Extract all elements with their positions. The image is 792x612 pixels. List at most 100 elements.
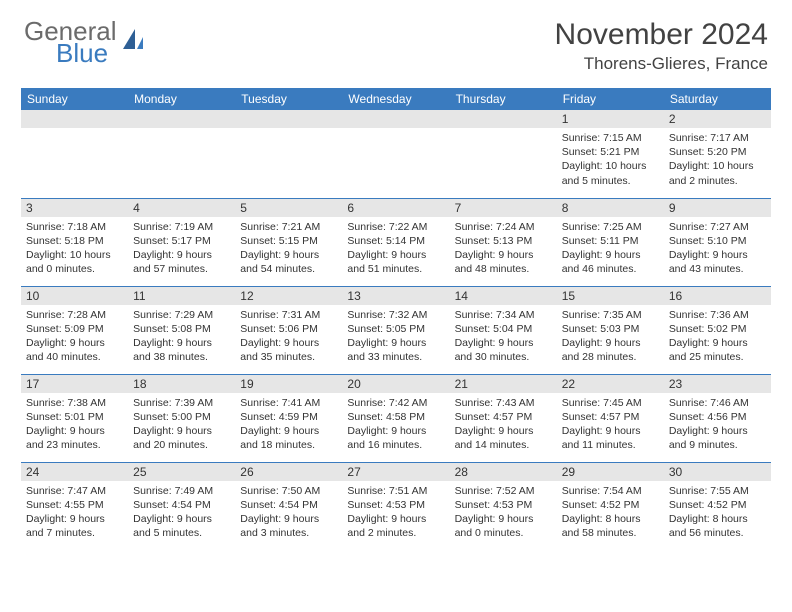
page-header: General Blue November 2024 Thorens-Glier… bbox=[0, 0, 792, 82]
daylight-text: Daylight: 9 hours and 38 minutes. bbox=[133, 336, 230, 364]
day-number: 3 bbox=[21, 199, 128, 217]
month-title: November 2024 bbox=[555, 18, 768, 52]
sunrise-text: Sunrise: 7:47 AM bbox=[26, 484, 123, 498]
calendar-cell: 8Sunrise: 7:25 AMSunset: 5:11 PMDaylight… bbox=[557, 198, 664, 286]
day-number: 27 bbox=[342, 463, 449, 481]
sunrise-text: Sunrise: 7:22 AM bbox=[347, 220, 444, 234]
day-info: Sunrise: 7:52 AMSunset: 4:53 PMDaylight:… bbox=[450, 481, 557, 545]
daylight-text: Daylight: 9 hours and 51 minutes. bbox=[347, 248, 444, 276]
sunrise-text: Sunrise: 7:17 AM bbox=[669, 131, 766, 145]
day-info: Sunrise: 7:36 AMSunset: 5:02 PMDaylight:… bbox=[664, 305, 771, 369]
sunset-text: Sunset: 4:58 PM bbox=[347, 410, 444, 424]
sunset-text: Sunset: 5:01 PM bbox=[26, 410, 123, 424]
daylight-text: Daylight: 9 hours and 30 minutes. bbox=[455, 336, 552, 364]
day-info: Sunrise: 7:50 AMSunset: 4:54 PMDaylight:… bbox=[235, 481, 342, 545]
sunset-text: Sunset: 5:03 PM bbox=[562, 322, 659, 336]
calendar-cell: 24Sunrise: 7:47 AMSunset: 4:55 PMDayligh… bbox=[21, 462, 128, 550]
sunset-text: Sunset: 5:21 PM bbox=[562, 145, 659, 159]
day-number: 13 bbox=[342, 287, 449, 305]
sunset-text: Sunset: 5:04 PM bbox=[455, 322, 552, 336]
calendar-cell: 4Sunrise: 7:19 AMSunset: 5:17 PMDaylight… bbox=[128, 198, 235, 286]
day-number: 23 bbox=[664, 375, 771, 393]
sunrise-text: Sunrise: 7:50 AM bbox=[240, 484, 337, 498]
day-info: Sunrise: 7:21 AMSunset: 5:15 PMDaylight:… bbox=[235, 217, 342, 281]
daylight-text: Daylight: 9 hours and 35 minutes. bbox=[240, 336, 337, 364]
sunrise-text: Sunrise: 7:25 AM bbox=[562, 220, 659, 234]
calendar-cell: 18Sunrise: 7:39 AMSunset: 5:00 PMDayligh… bbox=[128, 374, 235, 462]
daylight-text: Daylight: 9 hours and 16 minutes. bbox=[347, 424, 444, 452]
calendar-cell: 16Sunrise: 7:36 AMSunset: 5:02 PMDayligh… bbox=[664, 286, 771, 374]
day-info: Sunrise: 7:22 AMSunset: 5:14 PMDaylight:… bbox=[342, 217, 449, 281]
day-number: 9 bbox=[664, 199, 771, 217]
day-info: Sunrise: 7:32 AMSunset: 5:05 PMDaylight:… bbox=[342, 305, 449, 369]
day-number: 2 bbox=[664, 110, 771, 128]
sunrise-text: Sunrise: 7:55 AM bbox=[669, 484, 766, 498]
sunrise-text: Sunrise: 7:32 AM bbox=[347, 308, 444, 322]
day-info: Sunrise: 7:19 AMSunset: 5:17 PMDaylight:… bbox=[128, 217, 235, 281]
calendar-cell bbox=[21, 110, 128, 198]
day-number bbox=[235, 110, 342, 128]
calendar-row: 3Sunrise: 7:18 AMSunset: 5:18 PMDaylight… bbox=[21, 198, 771, 286]
calendar-cell: 29Sunrise: 7:54 AMSunset: 4:52 PMDayligh… bbox=[557, 462, 664, 550]
calendar-cell: 9Sunrise: 7:27 AMSunset: 5:10 PMDaylight… bbox=[664, 198, 771, 286]
calendar-cell bbox=[235, 110, 342, 198]
brand-sub: Blue bbox=[56, 40, 117, 66]
calendar-cell: 20Sunrise: 7:42 AMSunset: 4:58 PMDayligh… bbox=[342, 374, 449, 462]
day-number: 11 bbox=[128, 287, 235, 305]
day-info: Sunrise: 7:28 AMSunset: 5:09 PMDaylight:… bbox=[21, 305, 128, 369]
sunrise-text: Sunrise: 7:42 AM bbox=[347, 396, 444, 410]
day-info: Sunrise: 7:43 AMSunset: 4:57 PMDaylight:… bbox=[450, 393, 557, 457]
sunrise-text: Sunrise: 7:27 AM bbox=[669, 220, 766, 234]
day-number: 16 bbox=[664, 287, 771, 305]
sunset-text: Sunset: 5:05 PM bbox=[347, 322, 444, 336]
day-number bbox=[21, 110, 128, 128]
calendar-cell: 1Sunrise: 7:15 AMSunset: 5:21 PMDaylight… bbox=[557, 110, 664, 198]
calendar-cell: 22Sunrise: 7:45 AMSunset: 4:57 PMDayligh… bbox=[557, 374, 664, 462]
sunrise-text: Sunrise: 7:49 AM bbox=[133, 484, 230, 498]
brand-logo: General Blue bbox=[24, 18, 147, 66]
sunset-text: Sunset: 4:53 PM bbox=[347, 498, 444, 512]
calendar-row: 17Sunrise: 7:38 AMSunset: 5:01 PMDayligh… bbox=[21, 374, 771, 462]
day-info: Sunrise: 7:24 AMSunset: 5:13 PMDaylight:… bbox=[450, 217, 557, 281]
daylight-text: Daylight: 9 hours and 43 minutes. bbox=[669, 248, 766, 276]
sunrise-text: Sunrise: 7:24 AM bbox=[455, 220, 552, 234]
sunset-text: Sunset: 4:53 PM bbox=[455, 498, 552, 512]
daylight-text: Daylight: 9 hours and 46 minutes. bbox=[562, 248, 659, 276]
calendar-cell bbox=[128, 110, 235, 198]
sunset-text: Sunset: 5:02 PM bbox=[669, 322, 766, 336]
daylight-text: Daylight: 9 hours and 40 minutes. bbox=[26, 336, 123, 364]
day-info: Sunrise: 7:38 AMSunset: 5:01 PMDaylight:… bbox=[21, 393, 128, 457]
day-number: 14 bbox=[450, 287, 557, 305]
day-info: Sunrise: 7:47 AMSunset: 4:55 PMDaylight:… bbox=[21, 481, 128, 545]
weekday-header: Wednesday bbox=[342, 88, 449, 110]
day-number: 10 bbox=[21, 287, 128, 305]
daylight-text: Daylight: 9 hours and 54 minutes. bbox=[240, 248, 337, 276]
day-number: 21 bbox=[450, 375, 557, 393]
day-number: 4 bbox=[128, 199, 235, 217]
day-number: 28 bbox=[450, 463, 557, 481]
day-info: Sunrise: 7:18 AMSunset: 5:18 PMDaylight:… bbox=[21, 217, 128, 281]
day-number: 7 bbox=[450, 199, 557, 217]
sunset-text: Sunset: 4:52 PM bbox=[669, 498, 766, 512]
daylight-text: Daylight: 10 hours and 0 minutes. bbox=[26, 248, 123, 276]
sunset-text: Sunset: 4:52 PM bbox=[562, 498, 659, 512]
weekday-header: Saturday bbox=[664, 88, 771, 110]
calendar-cell: 13Sunrise: 7:32 AMSunset: 5:05 PMDayligh… bbox=[342, 286, 449, 374]
day-info: Sunrise: 7:45 AMSunset: 4:57 PMDaylight:… bbox=[557, 393, 664, 457]
day-number bbox=[450, 110, 557, 128]
day-number: 8 bbox=[557, 199, 664, 217]
sunrise-text: Sunrise: 7:38 AM bbox=[26, 396, 123, 410]
day-number: 30 bbox=[664, 463, 771, 481]
calendar-cell: 14Sunrise: 7:34 AMSunset: 5:04 PMDayligh… bbox=[450, 286, 557, 374]
calendar-row: 24Sunrise: 7:47 AMSunset: 4:55 PMDayligh… bbox=[21, 462, 771, 550]
day-info: Sunrise: 7:17 AMSunset: 5:20 PMDaylight:… bbox=[664, 128, 771, 192]
day-number: 22 bbox=[557, 375, 664, 393]
calendar-cell: 23Sunrise: 7:46 AMSunset: 4:56 PMDayligh… bbox=[664, 374, 771, 462]
location-text: Thorens-Glieres, France bbox=[555, 54, 768, 74]
calendar-cell bbox=[342, 110, 449, 198]
daylight-text: Daylight: 9 hours and 3 minutes. bbox=[240, 512, 337, 540]
calendar-cell: 25Sunrise: 7:49 AMSunset: 4:54 PMDayligh… bbox=[128, 462, 235, 550]
day-number: 18 bbox=[128, 375, 235, 393]
daylight-text: Daylight: 9 hours and 14 minutes. bbox=[455, 424, 552, 452]
sunset-text: Sunset: 4:54 PM bbox=[133, 498, 230, 512]
